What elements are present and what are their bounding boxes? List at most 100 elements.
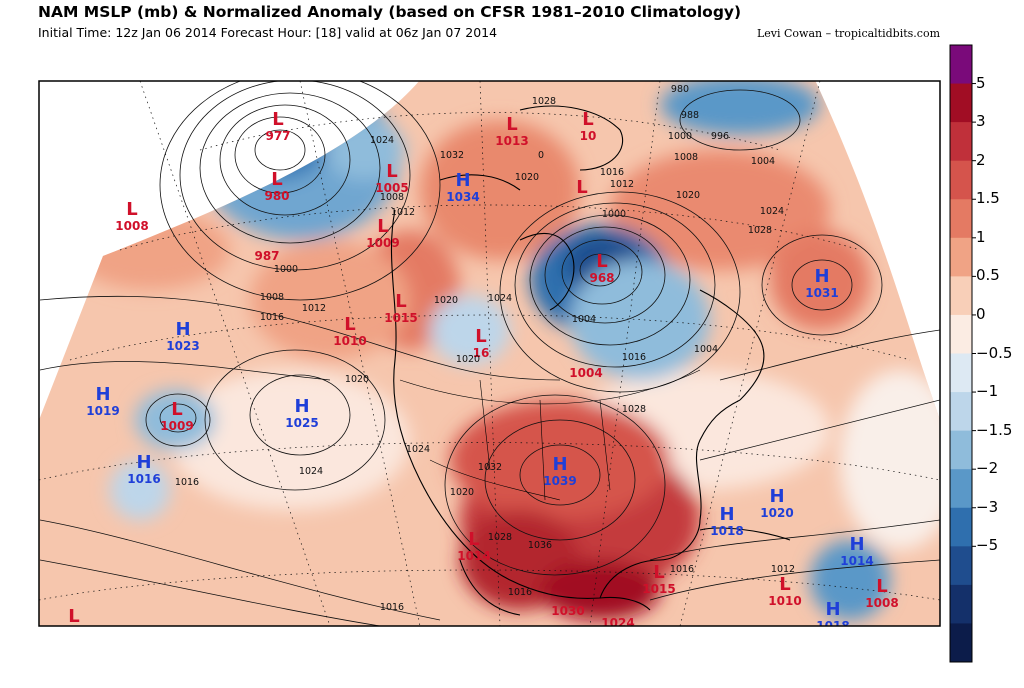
high-pressure-center: H <box>455 170 470 191</box>
isobar-label: 1020 <box>515 172 539 183</box>
graticule <box>39 81 940 626</box>
isobar-label: 1016 <box>508 587 532 598</box>
colorbar-label: −5 <box>976 536 999 555</box>
pressure-center-value: 1019 <box>86 404 119 418</box>
low-pressure-center: L <box>576 177 587 198</box>
isobar-label: 1012 <box>391 207 415 218</box>
pressure-center-value: 1005 <box>375 181 408 195</box>
isobar-label: 1032 <box>478 462 502 473</box>
isobar-label: 1032 <box>440 150 464 161</box>
high-pressure-center: H <box>849 534 864 555</box>
high-pressure-center: H <box>294 396 309 417</box>
pressure-center-value: 1018 <box>816 619 849 633</box>
colorbar-label: 1.5 <box>976 189 1000 208</box>
colorbar-swatch <box>950 546 972 586</box>
low-pressure-center: L <box>653 562 664 583</box>
isobar-label: 996 <box>711 131 729 142</box>
isobar-label: 1008 <box>260 292 284 303</box>
map-frame-group: L977L980L1008987L1005L1009H1034L1013L10L… <box>39 81 940 640</box>
pressure-center-value: 1009 <box>366 236 399 250</box>
high-pressure-center: H <box>95 384 110 405</box>
colorbar-label: 2 <box>976 150 986 169</box>
colorbar-label: 0 <box>976 304 986 323</box>
pressure-center-value: 16 <box>473 346 490 360</box>
pressure-center-value: 1016 <box>127 472 160 486</box>
isobar-label: 988 <box>681 110 699 121</box>
pressure-center-value: 1024 <box>601 616 634 630</box>
low-pressure-center: L <box>386 161 397 182</box>
isobar-label: 1020 <box>456 354 480 365</box>
pressure-center-value: 1009 <box>57 626 90 640</box>
high-pressure-center: H <box>719 504 734 525</box>
low-pressure-center: L <box>344 314 355 335</box>
isobar-label: 1012 <box>610 179 634 190</box>
isobar-labels: 980 988 1000 996 1008 1004 1012 1020 1024 1028 100… <box>175 84 795 613</box>
colorbar-swatch <box>950 314 972 354</box>
isobar-label: 1016 <box>670 564 694 575</box>
borders <box>399 369 701 501</box>
colorbar-swatch <box>950 430 972 470</box>
isobar-label: 1020 <box>450 487 474 498</box>
isobar-label: 1008 <box>380 192 404 203</box>
pressure-center-value: 1020 <box>760 506 793 520</box>
low-pressure-center: L <box>271 169 282 190</box>
colorbar-swatch <box>950 122 972 162</box>
isobar-label: 1016 <box>622 352 646 363</box>
pressure-centers: L977L980L1008987L1005L1009H1034L1013L10L… <box>57 109 898 640</box>
pressure-center-value: 1010 <box>333 334 366 348</box>
low-pressure-center: L <box>68 606 79 627</box>
pressure-center-value: 1025 <box>285 416 318 430</box>
colorbar-swatch <box>950 160 972 200</box>
isobar-label: 1016 <box>260 312 284 323</box>
colorbar-swatch <box>950 353 972 393</box>
high-pressure-center: H <box>814 266 829 287</box>
colorbar-label: −3 <box>976 497 999 516</box>
anomaly-field <box>39 81 940 626</box>
pressure-center-value: 1030 <box>551 604 584 618</box>
pressure-center-value: 968 <box>589 271 614 285</box>
low-pressure-center: L <box>171 399 182 420</box>
colorbar-label: −2 <box>976 459 999 478</box>
high-pressure-center: H <box>769 486 784 507</box>
colorbar-label: −1.5 <box>976 420 1013 439</box>
low-pressure-center: L <box>377 216 388 237</box>
pressure-center-value: 10 <box>580 129 597 143</box>
colorbar-label: 1 <box>976 227 986 246</box>
isobar-label: 1024 <box>299 466 323 477</box>
isobar-label: 1000 <box>668 131 692 142</box>
colorbar-label: 0.5 <box>976 266 1000 285</box>
low-pressure-center: L <box>475 326 486 347</box>
low-pressure-center: L <box>395 291 406 312</box>
isobar-label: 1028 <box>532 96 556 107</box>
colorbar-swatch <box>950 237 972 277</box>
colorbar-swatch <box>950 199 972 239</box>
isobar-label: 1020 <box>434 295 458 306</box>
isobar-label: 1004 <box>694 344 718 355</box>
colorbar-swatch <box>950 469 972 509</box>
isobar-label: 1016 <box>175 477 199 488</box>
low-pressure-center: L <box>876 576 887 597</box>
pressure-center-value: 1023 <box>166 339 199 353</box>
pressure-center-value: 1039 <box>543 474 576 488</box>
low-pressure-center: L <box>779 574 790 595</box>
colorbar-label: 3 <box>976 112 986 131</box>
isobar-label: 1024 <box>760 206 784 217</box>
isobar-label: 980 <box>671 84 689 95</box>
forecast-subtitle: Initial Time: 12z Jan 06 2014 Forecast H… <box>38 25 498 40</box>
high-pressure-center: H <box>175 319 190 340</box>
pressure-center-value: 1013 <box>495 134 528 148</box>
isobar-label: 1024 <box>406 444 430 455</box>
isobar-label: 1020 <box>676 190 700 201</box>
isobar-label: 1028 <box>748 225 772 236</box>
colorbar-swatch <box>950 276 972 316</box>
isobar-label: 1024 <box>370 135 394 146</box>
isobar-label: 1028 <box>622 404 646 415</box>
pressure-center-value: 987 <box>254 249 279 263</box>
pressure-center-value: 1010 <box>768 594 801 608</box>
pressure-center-value: 1008 <box>115 219 148 233</box>
colorbar-label: −1 <box>976 382 999 401</box>
isobar-label: 1004 <box>572 314 596 325</box>
isobar-label: 1016 <box>600 167 624 178</box>
colorbar <box>949 44 976 663</box>
